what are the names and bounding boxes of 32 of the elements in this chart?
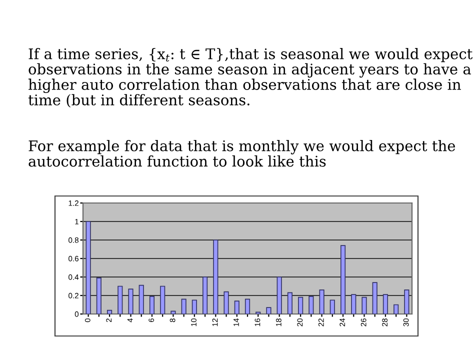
bar xyxy=(372,282,378,314)
bar xyxy=(266,307,272,314)
bar xyxy=(351,294,356,314)
bar xyxy=(244,298,250,314)
bar xyxy=(106,310,112,314)
chart-title: If a time series, {x$_{t}$: t ∈ T},that is seasonal we would expect observations in the same season in adjacent years to have a higher auto correlation than observations that are close in time (but in different seasons. xyxy=(28,48,473,108)
bar xyxy=(138,284,144,314)
bar xyxy=(330,300,335,314)
bar xyxy=(128,288,134,314)
bar xyxy=(234,300,240,314)
bar xyxy=(298,296,304,314)
bar xyxy=(202,276,208,314)
bar xyxy=(86,221,91,314)
bar xyxy=(170,310,176,314)
bar xyxy=(149,296,155,314)
bar xyxy=(192,300,197,314)
bar xyxy=(224,291,229,314)
chart-subtitle: For example for data that is monthly we would expect the autocorrelation function to look like this xyxy=(28,140,456,167)
bar xyxy=(96,278,102,314)
bar xyxy=(340,245,346,314)
bar xyxy=(394,304,399,314)
bar xyxy=(213,240,218,314)
bar xyxy=(404,290,410,314)
bar xyxy=(308,296,314,314)
bar xyxy=(287,292,292,314)
bar xyxy=(319,290,324,314)
bar xyxy=(276,276,282,314)
bar xyxy=(362,296,367,314)
bar xyxy=(382,294,388,314)
bar xyxy=(160,286,166,314)
bar xyxy=(181,298,186,314)
bar xyxy=(118,286,123,314)
